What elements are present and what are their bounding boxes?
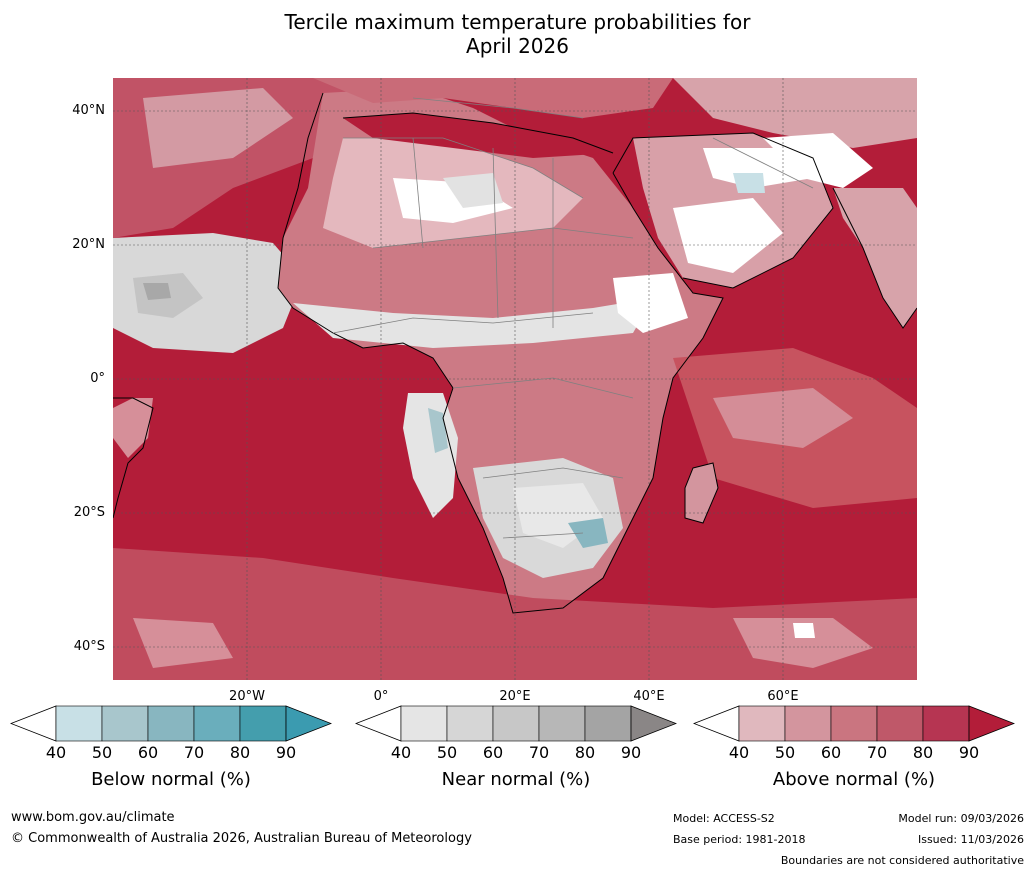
colorbar-segment [784, 705, 832, 742]
colorbar-segment [193, 705, 241, 742]
patch-se-light [733, 618, 873, 668]
lat-label-40s: 40°S [73, 639, 105, 654]
colorbar-tick-label: 40 [728, 743, 750, 762]
colorbar-segment [239, 705, 287, 742]
colorbar-segment [876, 705, 924, 742]
colorbar-segment [101, 705, 149, 742]
colorbar-above-normal [693, 705, 1015, 742]
india-land [833, 188, 917, 328]
colorbar-segment [922, 705, 970, 742]
colorbar-tick-label: 70 [183, 743, 205, 762]
lat-label-40n: 40°N [72, 103, 105, 118]
colorbar-label-above-normal: Above normal (%) [772, 769, 936, 790]
asia-land [673, 78, 917, 148]
colorbar-segment [55, 705, 103, 742]
colorbar-tick-label: 60 [820, 743, 842, 762]
patch-near-normal-darker [143, 283, 171, 300]
colorbar-near-normal [355, 705, 677, 742]
patch-below-normal-gulf [733, 173, 765, 193]
patch-near-normal-west [113, 233, 303, 353]
patch-se-white [793, 623, 815, 638]
colorbar-segment [400, 705, 448, 742]
europe-land [313, 78, 673, 118]
colorbar-segment [492, 705, 540, 742]
colorbar-segment [538, 705, 586, 742]
colorbar-max-extend [968, 705, 1015, 742]
footer-issued: Issued: 11/03/2026 [917, 833, 1024, 846]
footer-base-period: Base period: 1981-2018 [673, 833, 806, 846]
colorbar-tick-label: 70 [528, 743, 550, 762]
colorbar-tick-label: 80 [574, 743, 596, 762]
footer-model: Model: ACCESS-S2 [673, 812, 775, 825]
lon-label-40e: 40°E [633, 689, 665, 704]
colorbar-below-normal [10, 705, 332, 742]
lat-label-20n: 20°N [72, 237, 105, 252]
colorbar-segment [830, 705, 878, 742]
patch-sahel-near [293, 298, 653, 348]
patch-central-asia-white [763, 133, 873, 188]
patch-ethiopia-white [613, 273, 688, 333]
colorbar-segment [147, 705, 195, 742]
colorbar-tick-label: 90 [620, 743, 642, 762]
colorbar-label-below-normal: Below normal (%) [91, 769, 251, 790]
lon-label-20e: 20°E [499, 689, 531, 704]
colorbar-min-extend [10, 705, 57, 742]
lon-label-0: 0° [373, 689, 389, 704]
footer-copyright: © Commonwealth of Australia 2026, Austra… [11, 831, 472, 846]
colorbar-tick-label: 80 [912, 743, 934, 762]
colorbar-tick-label: 50 [436, 743, 458, 762]
patch-sw-light [133, 618, 233, 668]
colorbar-max-extend [630, 705, 677, 742]
mediterranean-sea [343, 113, 613, 158]
country-borders [332, 97, 814, 539]
colorbar-segment [446, 705, 494, 742]
lon-label-20w: 20°W [229, 689, 265, 704]
colorbar-tick-label: 70 [866, 743, 888, 762]
colorbar-min-extend [355, 705, 402, 742]
lat-label-0: 0° [90, 371, 105, 386]
colorbar-tick-label: 60 [482, 743, 504, 762]
patch-brazil [113, 398, 153, 458]
colorbar-tick-label: 60 [137, 743, 159, 762]
colorbar-tick-label: 90 [958, 743, 980, 762]
colorbar-max-extend [285, 705, 332, 742]
probability-map [113, 78, 917, 680]
colorbar-tick-label: 80 [229, 743, 251, 762]
patch-arabia-white [673, 198, 783, 273]
colorbar-tick-label: 90 [275, 743, 297, 762]
colorbar-tick-label: 50 [91, 743, 113, 762]
graticule [113, 78, 917, 680]
coastlines [113, 92, 917, 614]
patch-sahara-near [443, 173, 503, 208]
map-canvas [113, 78, 917, 680]
footer-website: www.bom.gov.au/climate [11, 810, 175, 825]
patch-below-normal-se [568, 518, 608, 548]
lon-label-60e: 60°E [767, 689, 799, 704]
colorbar-min-extend [693, 705, 740, 742]
title-line-2: April 2026 [466, 34, 569, 58]
colorbar-tick-label: 40 [45, 743, 67, 762]
colorbar-tick-label: 50 [774, 743, 796, 762]
map-title: Tercile maximum temperature probabilitie… [0, 10, 1035, 58]
colorbar-label-near-normal: Near normal (%) [441, 769, 591, 790]
madagascar [685, 463, 718, 523]
colorbar-tick-label: 40 [390, 743, 412, 762]
patch-n-atlantic-light [143, 88, 293, 168]
lat-label-20s: 20°S [73, 505, 105, 520]
footer-disclaimer: Boundaries are not considered authoritat… [780, 854, 1024, 867]
colorbar-segment [738, 705, 786, 742]
title-line-1: Tercile maximum temperature probabilitie… [284, 10, 751, 34]
colorbar-segment [584, 705, 632, 742]
footer-model-run: Model run: 09/03/2026 [898, 812, 1024, 825]
